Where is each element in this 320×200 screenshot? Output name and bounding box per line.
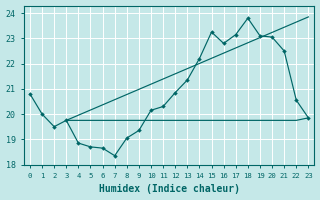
X-axis label: Humidex (Indice chaleur): Humidex (Indice chaleur) — [99, 184, 240, 194]
